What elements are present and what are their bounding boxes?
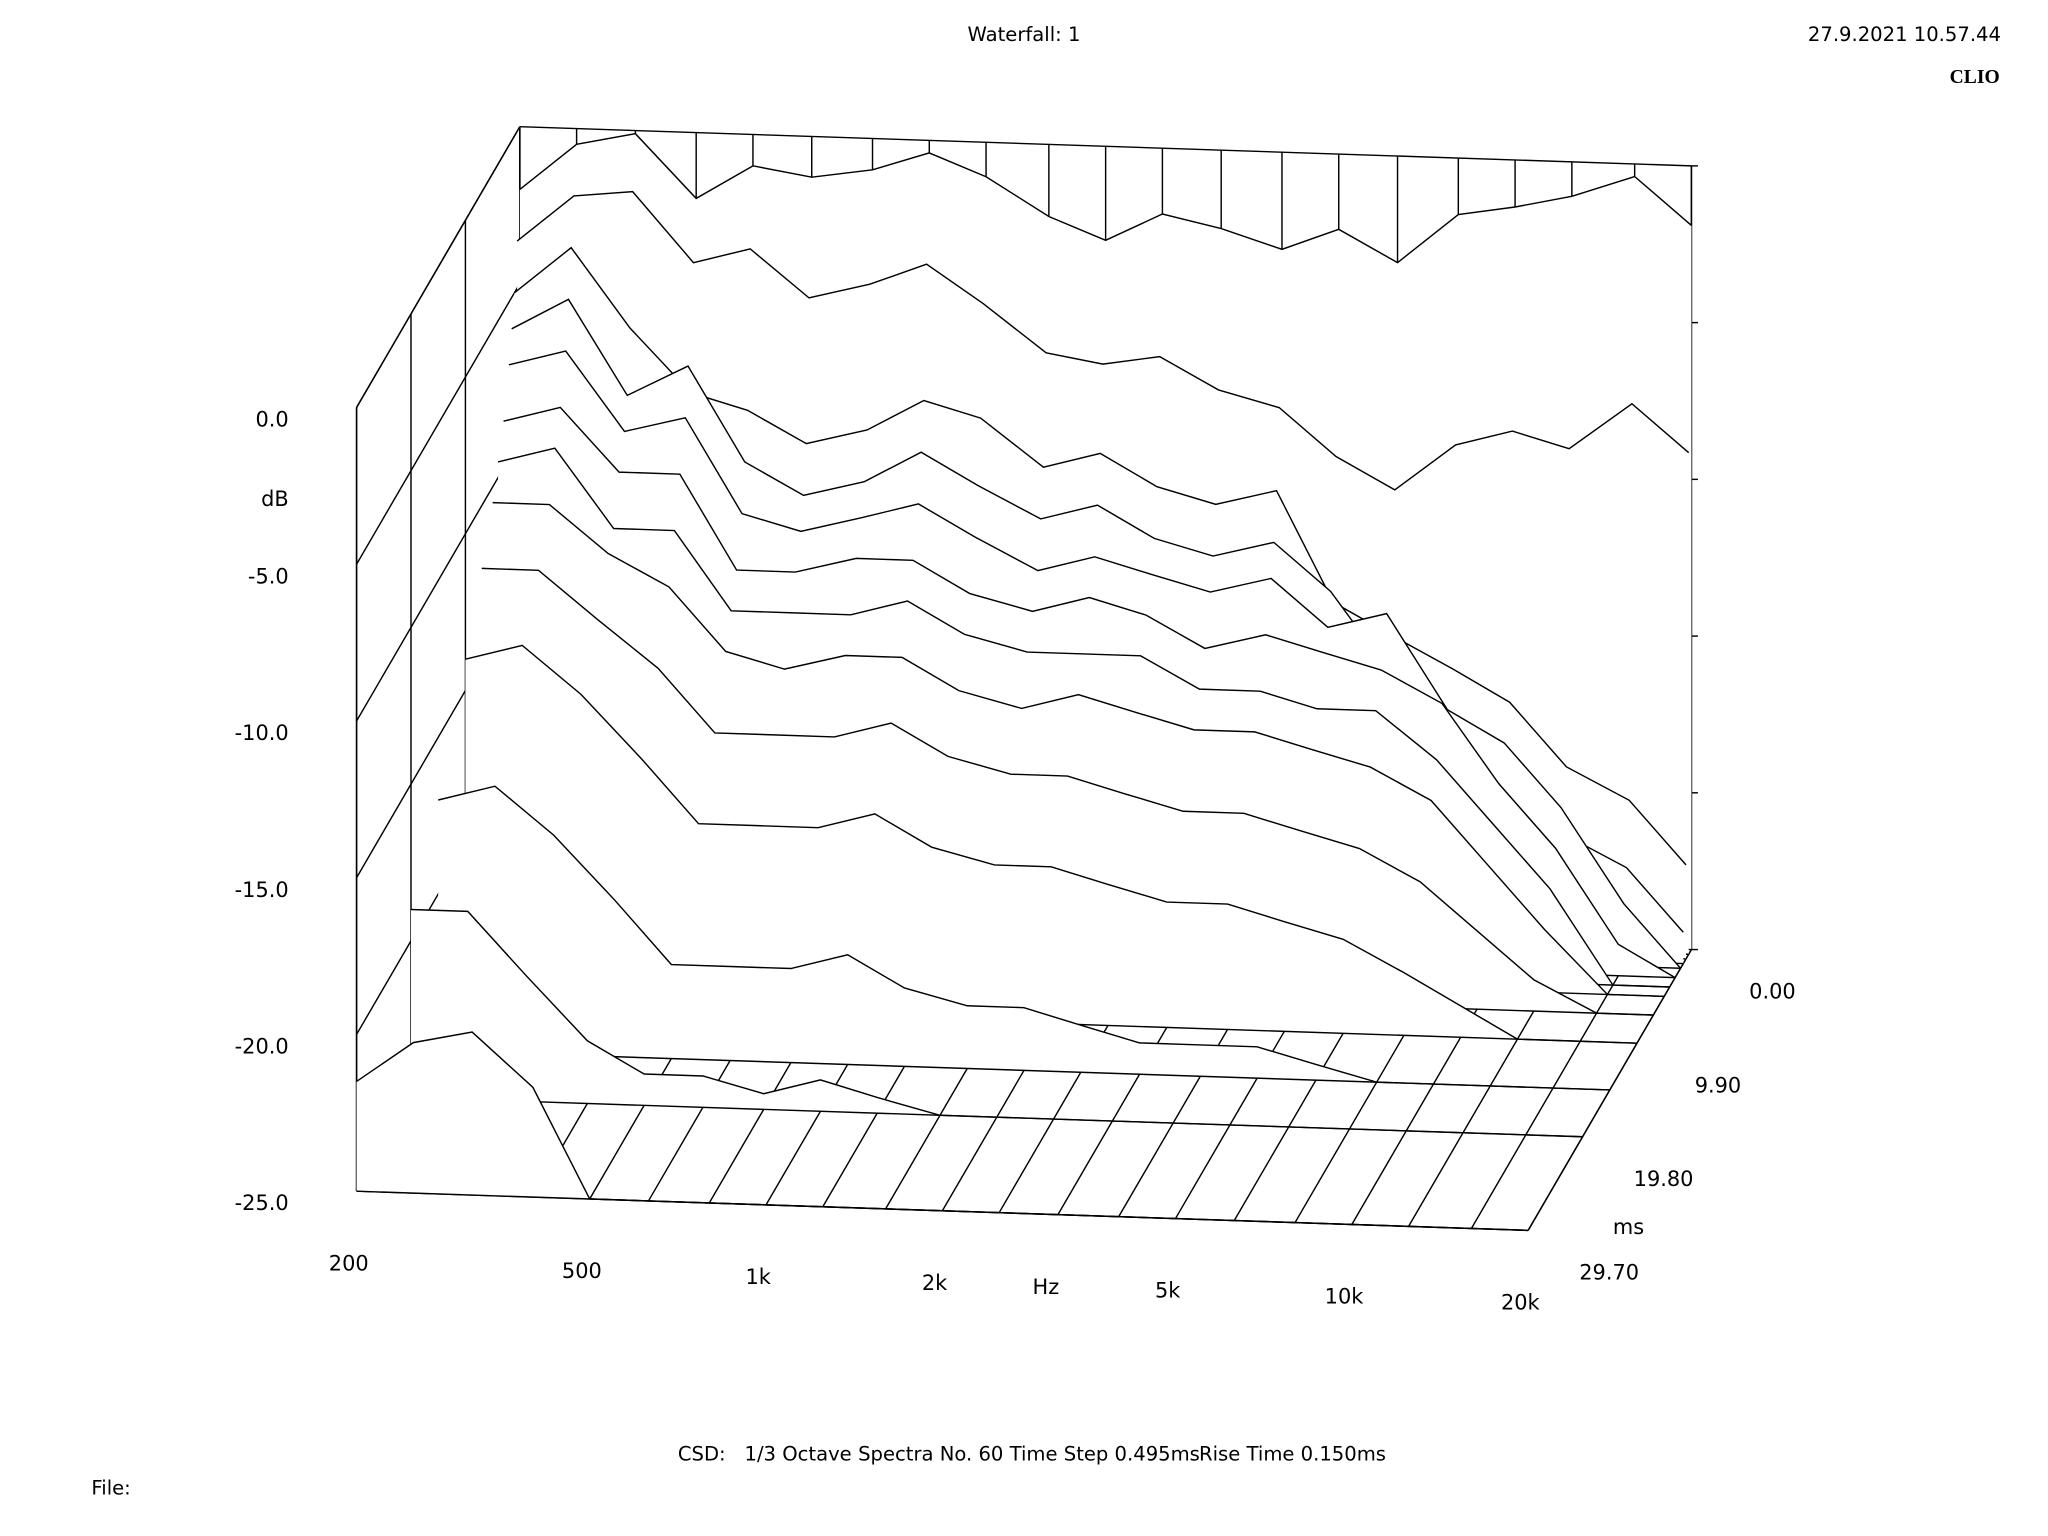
- x-tick-label: 2k: [922, 1271, 948, 1295]
- note: Rise Time 0.150ms: [1199, 1443, 1386, 1466]
- spectrum-line: [438, 785, 1610, 1091]
- x-tick-label: 200: [329, 1251, 369, 1275]
- spectrum-line: [508, 350, 1682, 969]
- spectrum-line: [513, 246, 1687, 866]
- grid-line: [355, 126, 521, 408]
- file-label: File:: [91, 1476, 130, 1499]
- y-axis-label: dB: [261, 487, 289, 511]
- z-tick-label: 9.90: [1695, 1073, 1741, 1097]
- x-tick-label: 1k: [746, 1265, 772, 1289]
- z-tick-label: 19.80: [1634, 1167, 1694, 1191]
- note: CSD:: [678, 1443, 726, 1466]
- x-tick-label: 10k: [1325, 1285, 1365, 1309]
- spectrum-fill: [356, 1032, 1529, 1231]
- spectrum-line: [519, 132, 1692, 264]
- spectrum-line: [492, 501, 1665, 998]
- z-tick-label: 0.00: [1749, 980, 1795, 1004]
- logo: CLIO: [1950, 67, 2000, 88]
- z-tick-label: 29.70: [1579, 1260, 1639, 1284]
- spectrum-line: [481, 567, 1654, 1016]
- spectrum-line: [497, 447, 1670, 988]
- date: 27.9.2021 10.57.44: [1808, 23, 2001, 46]
- spectrum-line: [356, 1031, 1529, 1232]
- spectrum-line: [503, 406, 1676, 979]
- x-axis-label: Hz: [1033, 1275, 1060, 1299]
- note: Spectra No. 60: [858, 1443, 1003, 1466]
- spectrum-line: [465, 644, 1638, 1044]
- y-tick-label: -15.0: [235, 878, 289, 902]
- note: 1/3 Octave: [744, 1443, 851, 1466]
- y-tick-label: -5.0: [248, 564, 289, 588]
- spectrum-fill: [465, 645, 1638, 1044]
- spectrum-fill: [438, 786, 1610, 1090]
- chart-title: Waterfall: 1: [968, 23, 1081, 46]
- x-tick-label: 500: [562, 1259, 602, 1283]
- y-tick-label: 0.0: [255, 408, 288, 432]
- spectrum-line: [516, 190, 1690, 491]
- spectrum-fill: [410, 909, 1583, 1137]
- y-tick-label: -25.0: [235, 1191, 289, 1215]
- x-tick-label: 20k: [1501, 1291, 1541, 1315]
- grid-line: [355, 283, 521, 565]
- spectrum-line: [410, 908, 1583, 1138]
- y-tick-label: -20.0: [235, 1035, 289, 1059]
- x-tick-label: 5k: [1155, 1279, 1181, 1303]
- y-tick-label: -10.0: [235, 721, 289, 745]
- note: Time Step 0.495ms: [1009, 1443, 1200, 1466]
- floor-line: [1527, 949, 1693, 1231]
- grid-line: [355, 439, 521, 722]
- z-axis-label: ms: [1613, 1215, 1644, 1239]
